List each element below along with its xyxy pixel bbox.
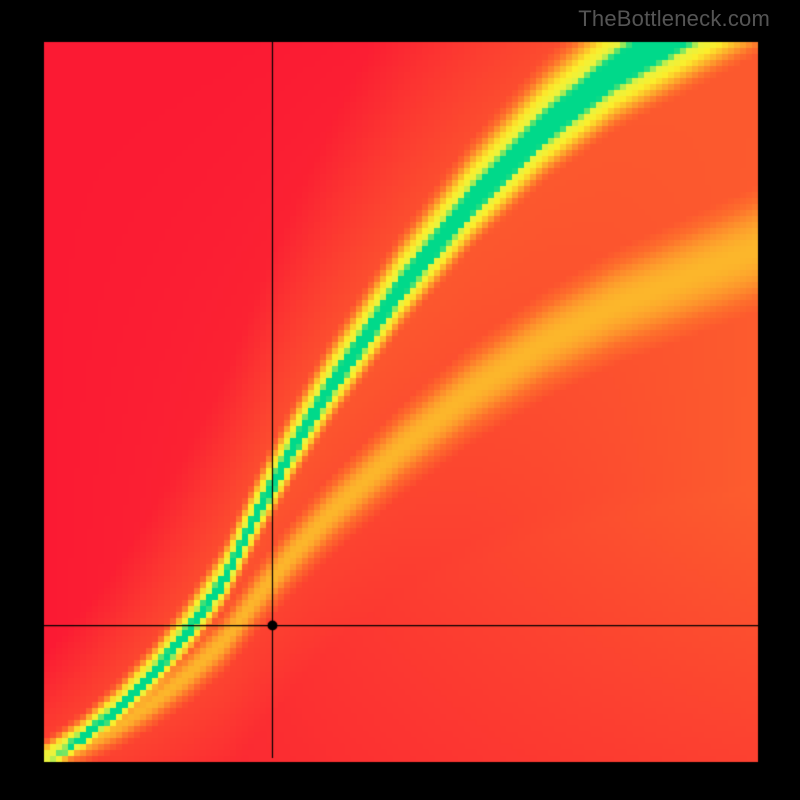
heatmap-canvas (0, 0, 800, 800)
chart-container: TheBottleneck.com (0, 0, 800, 800)
watermark-text: TheBottleneck.com (578, 6, 770, 32)
